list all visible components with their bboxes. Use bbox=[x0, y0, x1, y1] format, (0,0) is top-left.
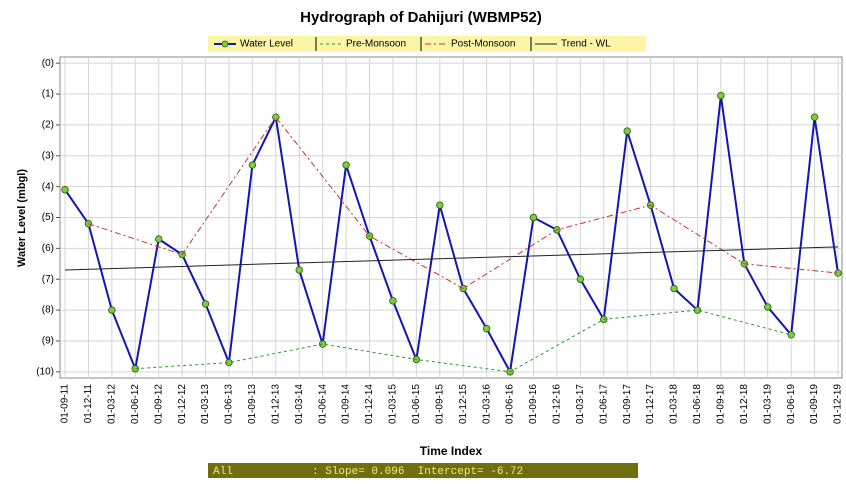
marker bbox=[482, 324, 491, 333]
y-tick-label: (7) bbox=[42, 274, 54, 285]
marker bbox=[670, 284, 678, 293]
x-tick-label: 01-12-16 bbox=[552, 384, 563, 424]
x-tick-label: 01-03-12 bbox=[106, 384, 117, 424]
x-tick-label: 01-09-11 bbox=[60, 384, 71, 424]
x-tick-label: 01-09-18 bbox=[716, 384, 727, 424]
marker bbox=[787, 331, 795, 339]
marker bbox=[108, 306, 116, 314]
marker bbox=[154, 235, 163, 243]
marker bbox=[342, 161, 350, 169]
y-tick-label: (8) bbox=[42, 305, 54, 316]
marker bbox=[436, 201, 444, 209]
x-tick-label: 01-09-19 bbox=[809, 384, 820, 424]
x-tick-label: 01-09-12 bbox=[153, 384, 164, 424]
legend-label: Pre-Monsoon bbox=[346, 39, 406, 50]
x-tick-label: 01-03-16 bbox=[481, 384, 492, 424]
series-line bbox=[135, 309, 792, 373]
y-tick-label: (1) bbox=[42, 89, 54, 100]
x-tick-label: 01-09-14 bbox=[341, 384, 352, 424]
marker bbox=[834, 269, 842, 277]
x-tick-label: 01-06-15 bbox=[411, 384, 422, 424]
marker bbox=[295, 266, 303, 274]
legend-label: Trend - WL bbox=[561, 39, 611, 50]
x-axis-label: Time Index bbox=[420, 444, 483, 458]
y-tick-label: (2) bbox=[42, 120, 54, 131]
x-tick-label: 01-09-13 bbox=[247, 384, 258, 424]
y-tick-label: (6) bbox=[42, 243, 54, 254]
x-tick-label: 01-03-15 bbox=[388, 384, 399, 424]
marker bbox=[61, 186, 69, 194]
x-tick-label: 01-06-19 bbox=[786, 384, 797, 424]
x-tick-label: 01-06-18 bbox=[692, 384, 703, 424]
y-tick-label: (3) bbox=[42, 150, 54, 161]
series-line bbox=[64, 95, 839, 375]
x-tick-label: 01-06-14 bbox=[317, 384, 328, 424]
y-tick-label: (0) bbox=[42, 58, 54, 69]
x-tick-label: 01-06-16 bbox=[505, 384, 516, 424]
x-tick-label: 01-06-17 bbox=[598, 384, 609, 424]
marker bbox=[810, 113, 819, 121]
marker bbox=[318, 340, 327, 348]
y-tick-label: (9) bbox=[42, 336, 54, 347]
x-tick-label: 01-03-17 bbox=[575, 384, 586, 424]
marker bbox=[623, 127, 631, 135]
y-tick-label: (4) bbox=[42, 181, 54, 192]
x-tick-label: 01-09-15 bbox=[434, 384, 445, 424]
y-axis-label: Water Level (mbgl) bbox=[16, 169, 28, 267]
x-tick-label: 01-06-12 bbox=[130, 384, 141, 424]
x-tick-label: 01-06-13 bbox=[224, 384, 235, 424]
marker bbox=[764, 303, 772, 311]
x-tick-label: 01-12-17 bbox=[645, 384, 656, 424]
x-tick-label: 01-12-13 bbox=[270, 384, 281, 424]
footer-box bbox=[208, 463, 638, 478]
y-tick-label: (10) bbox=[36, 366, 54, 377]
x-tick-label: 01-12-18 bbox=[739, 384, 750, 424]
x-tick-label: 01-03-13 bbox=[200, 384, 211, 424]
legend-marker bbox=[221, 40, 229, 48]
marker bbox=[529, 213, 538, 222]
x-tick-label: 01-03-18 bbox=[669, 384, 680, 424]
x-tick-label: 01-12-12 bbox=[177, 384, 188, 424]
x-tick-label: 01-12-15 bbox=[458, 384, 469, 424]
x-tick-label: 01-03-19 bbox=[762, 384, 773, 424]
marker bbox=[576, 275, 585, 283]
footer-text: All : Slope= 0.096 Intercept= -6.72 bbox=[213, 466, 523, 478]
marker bbox=[717, 91, 725, 100]
series-line bbox=[88, 116, 839, 290]
x-tick-label: 01-09-17 bbox=[622, 384, 633, 424]
series-line bbox=[64, 246, 839, 271]
x-tick-label: 01-12-11 bbox=[83, 384, 94, 424]
x-tick-label: 01-09-16 bbox=[528, 384, 539, 424]
x-tick-label: 01-12-19 bbox=[833, 384, 844, 424]
legend-label: Post-Monsoon bbox=[451, 39, 515, 50]
legend-label: Water Level bbox=[240, 39, 293, 50]
y-tick-label: (5) bbox=[42, 212, 54, 223]
marker bbox=[389, 297, 397, 305]
marker bbox=[248, 161, 257, 169]
x-tick-label: 01-12-14 bbox=[364, 384, 375, 424]
chart-title: Hydrograph of Dahijuri (WBMP52) bbox=[300, 9, 542, 26]
marker bbox=[201, 300, 210, 308]
x-tick-label: 01-03-14 bbox=[294, 384, 305, 424]
